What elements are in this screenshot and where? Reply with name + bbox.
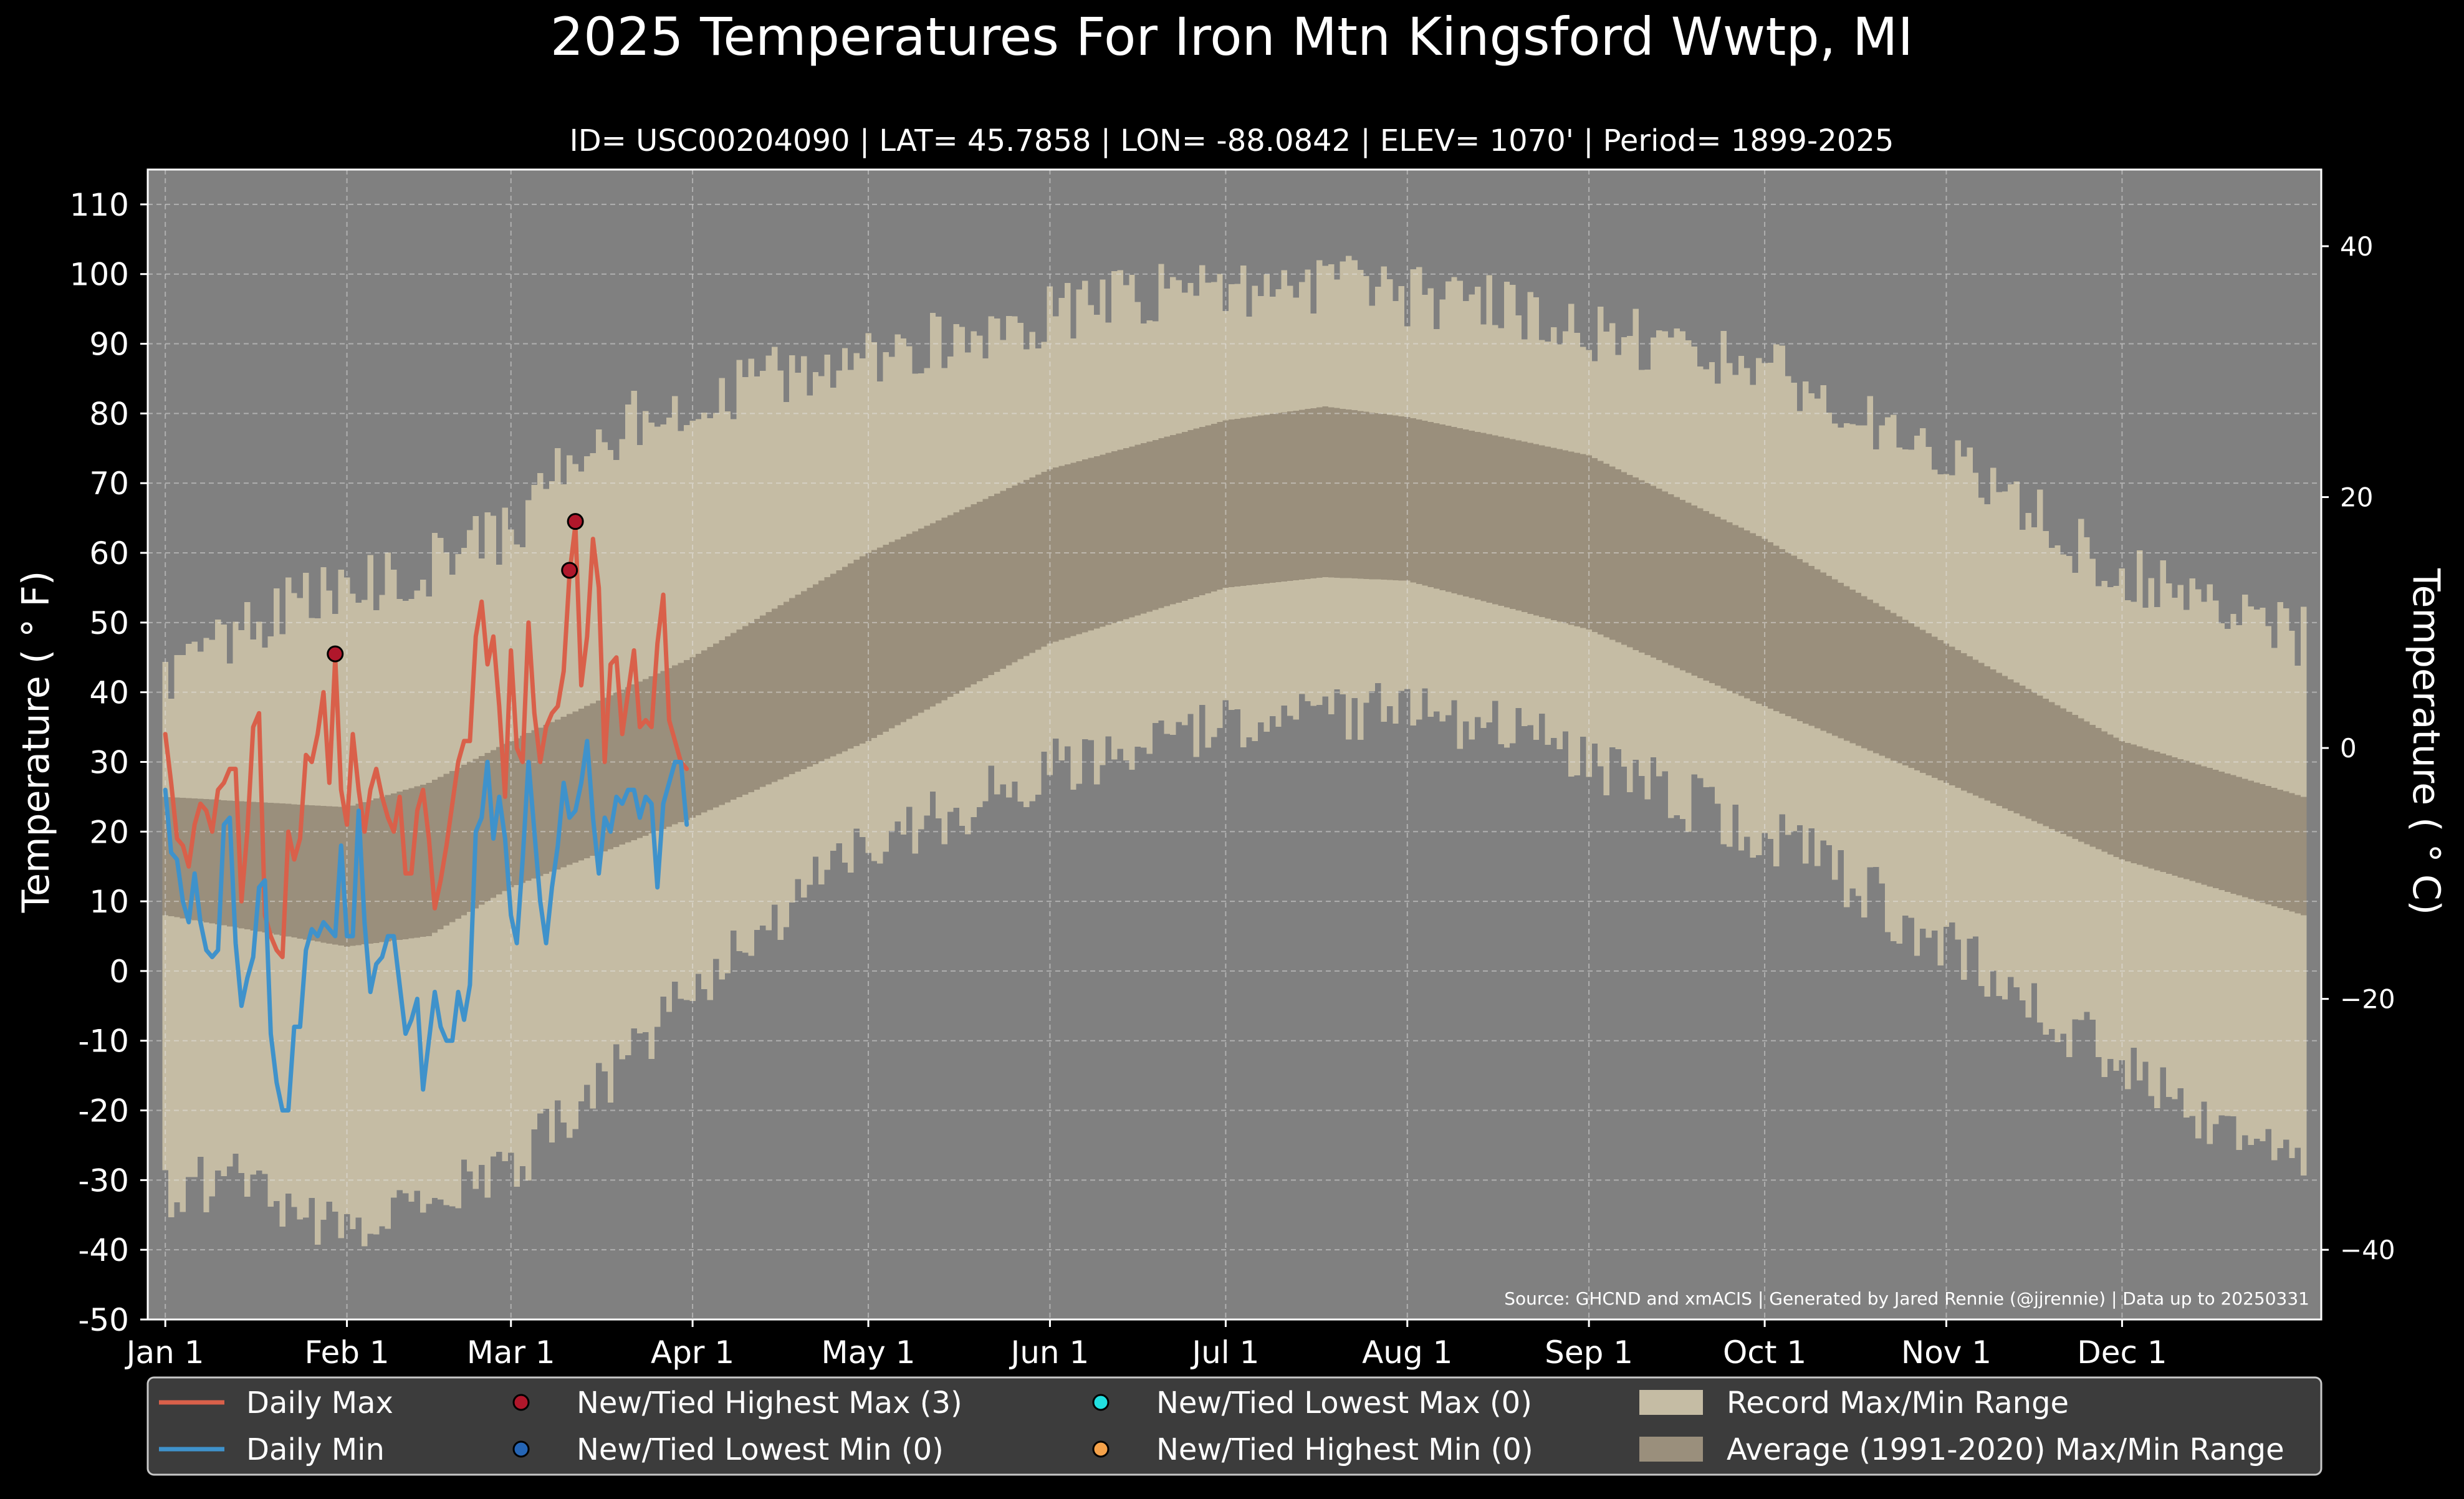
chart-title: 2025 Temperatures For Iron Mtn Kingsford… [550,6,1914,67]
x-tick-label: Jan 1 [125,1334,204,1371]
legend-label-low-max: New/Tied Lowest Max (0) [1156,1386,1532,1420]
legend-marker-low-min [512,1440,530,1458]
x-tick-label: May 1 [822,1334,916,1371]
legend-swatch-avg-range [1639,1437,1703,1462]
x-tick-label: Nov 1 [1901,1334,1992,1371]
chart-subtitle: ID= USC00204090 | LAT= 45.7858 | LON= -8… [570,123,1894,158]
legend-label-daily-min: Daily Min [246,1432,385,1467]
legend-marker-high-min [1092,1440,1110,1458]
y-tick-label: 30 [89,744,129,780]
legend-label-record-range: Record Max/Min Range [1727,1386,2069,1420]
legend-label-high-min: New/Tied Highest Min (0) [1156,1432,1533,1467]
x-tick-label: Mar 1 [467,1334,555,1371]
y2-tick-label: 20 [2340,482,2373,513]
x-tick-label: Feb 1 [304,1334,389,1371]
y2-tick-label: 0 [2340,733,2357,764]
source-note: Source: GHCND and xmACIS | Generated by … [1504,1288,2309,1309]
y-tick-label: 70 [89,466,129,502]
daily-max-line [163,522,689,959]
legend-label-low-min: New/Tied Lowest Min (0) [577,1432,944,1467]
y-axis-label: Temperature ( ° F) [14,571,58,914]
y-tick-label: 10 [89,884,129,920]
legend-box [146,1376,2323,1476]
x-tick-label: Apr 1 [651,1334,734,1371]
y-tick-label: -20 [78,1093,129,1129]
plot-area [148,170,2321,1319]
legend-swatch-record-range [1639,1390,1703,1415]
y-tick-label: 20 [89,814,129,850]
x-tick-label: Aug 1 [1362,1334,1452,1371]
legend-marker-low-max [1092,1394,1110,1411]
record-high-max-point [561,562,578,579]
y-tick-label: 50 [89,605,129,641]
x-tick-label: Jun 1 [1009,1334,1090,1371]
y2-tick-label: −40 [2340,1235,2395,1265]
y2-tick-label: −20 [2340,984,2395,1015]
daily-min-line [163,739,689,1113]
y2-tick-label: 40 [2340,231,2373,262]
legend-label-daily-max: Daily Max [246,1386,393,1420]
x-tick-label: Oct 1 [1723,1334,1806,1371]
y-tick-label: 0 [109,954,129,990]
axes: -50 -40 -30 -20 -10 0 10 20 30 40 50 60 70 80 90 100 110… [70,168,2395,1371]
plot-frame [146,168,2323,1321]
y-tick-label: 60 [89,535,129,572]
y-tick-label: -30 [78,1162,129,1199]
y-tick-label: 80 [89,396,129,432]
legend-marker-high-max [512,1394,530,1411]
y-tick-label: 110 [70,187,129,223]
y-tick-label: -10 [78,1023,129,1060]
x-tick-label: Dec 1 [2077,1334,2167,1371]
record-high-max-point [327,645,344,663]
legend: Daily Max Daily Min New/Tied Highest Max (… [146,1376,2323,1476]
y-tick-label: 100 [70,257,129,293]
y-tick-label: -50 [78,1302,129,1338]
y-tick-label: 40 [89,675,129,711]
legend-label-avg-range: Average (1991-2020) Max/Min Range [1727,1432,2284,1467]
x-tick-label: Jul 1 [1190,1334,1259,1371]
y2-axis-label: Temperature ( ° C) [2404,568,2448,915]
y-tick-label: -40 [78,1232,129,1268]
x-tick-label: Sep 1 [1545,1334,1633,1371]
average-range-band [162,406,2307,947]
y-tick-label: 90 [89,327,129,363]
legend-label-high-max: New/Tied Highest Max (3) [577,1386,962,1420]
record-high-max-point [567,513,584,530]
record-range-band [162,256,2307,1247]
